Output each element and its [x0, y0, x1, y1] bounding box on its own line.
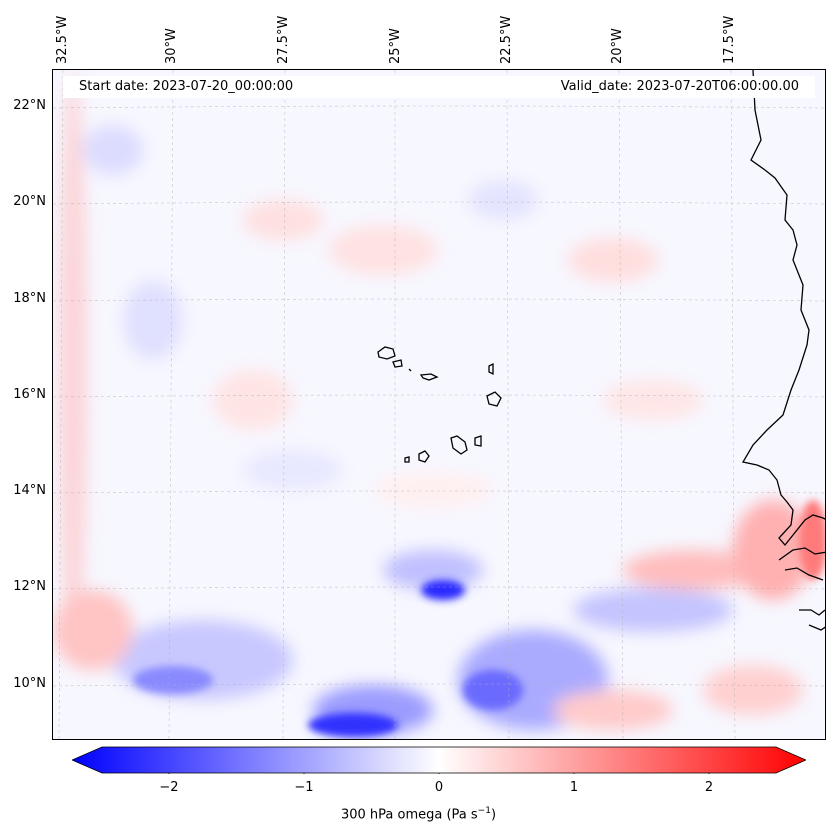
colorbar — [72, 746, 806, 774]
lon-label: 27.5°W — [276, 15, 291, 64]
colorbar-tick-label: −1 — [294, 780, 314, 795]
lon-label: 17.5°W — [722, 15, 737, 64]
lat-label: 16°N — [13, 387, 46, 402]
colorbar-tick-label: 0 — [434, 780, 444, 795]
colorbar-tick-label: −2 — [159, 780, 179, 795]
colorbar-title-end: ) — [490, 807, 497, 823]
lon-label: 20°W — [610, 28, 625, 64]
lat-label: 10°N — [13, 676, 46, 691]
lat-label: 12°N — [13, 579, 46, 594]
coastline — [377, 70, 825, 631]
info-bar: Start date: 2023-07-20_00:00:00 Valid_da… — [63, 76, 815, 98]
omega-anomalies — [53, 70, 813, 735]
lat-label: 14°N — [13, 483, 46, 498]
lon-label: 32.5°W — [55, 15, 70, 64]
lon-label: 30°W — [164, 28, 179, 64]
graticule — [53, 70, 825, 739]
colorbar-title-sup: −1 — [477, 806, 491, 816]
lon-label: 22.5°W — [499, 15, 514, 64]
lat-label: 18°N — [13, 291, 46, 306]
start-date-text: Start date: 2023-07-20_00:00:00 — [79, 79, 294, 94]
valid-date-text: Valid_date: 2023-07-20T06:00:00.00 — [560, 79, 799, 94]
map-panel: Start date: 2023-07-20_00:00:00 Valid_da… — [52, 69, 826, 740]
lat-label: 20°N — [13, 194, 46, 209]
colorbar-title: 300 hPa omega (Pa s−1) — [0, 806, 837, 822]
colorbar-tick-label: 2 — [704, 780, 714, 795]
colorbar-ticks — [168, 773, 710, 774]
colorbar-title-main: 300 hPa omega (Pa s — [340, 807, 478, 823]
omega-field — [53, 70, 825, 739]
lon-label: 25°W — [388, 28, 403, 64]
colorbar-tick-label: 1 — [569, 780, 579, 795]
colorbar-bar — [72, 746, 806, 774]
lat-label: 22°N — [13, 98, 46, 113]
